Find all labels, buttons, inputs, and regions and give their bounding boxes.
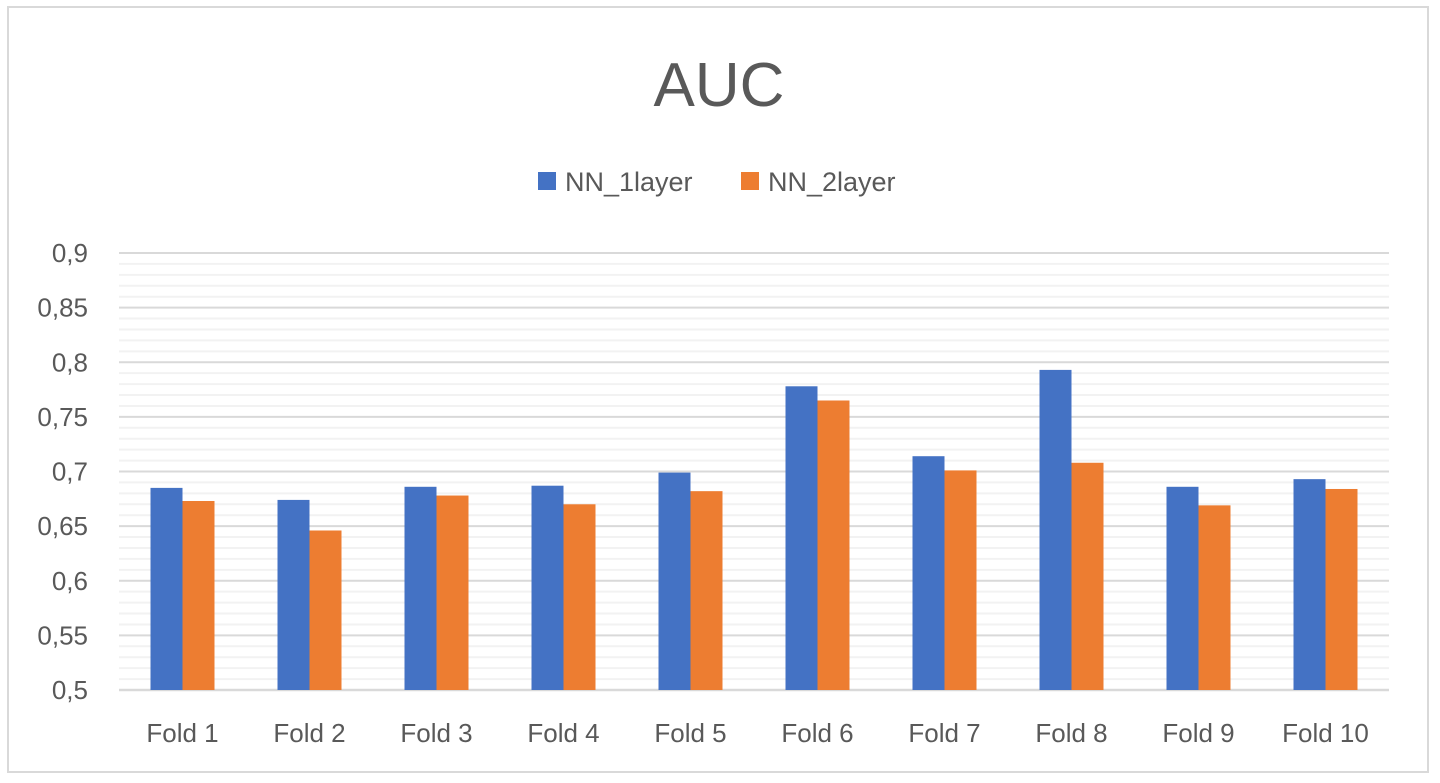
bar-nn-1layer-fold-5 xyxy=(658,472,691,690)
bar-nn-2layer-fold-10 xyxy=(1325,488,1358,690)
legend-swatch-nn-2layer xyxy=(741,172,759,190)
y-tick-label: 0,5 xyxy=(52,675,88,705)
bar-nn-1layer-fold-6 xyxy=(785,386,818,690)
bar-nn-2layer-fold-8 xyxy=(1071,462,1104,690)
bar-nn-1layer-fold-10 xyxy=(1293,479,1326,690)
x-tick-label: Fold 6 xyxy=(781,718,853,748)
x-axis-tick-labels: Fold 1 Fold 2 Fold 3 Fold 4 Fold 5 Fold 6 Fold… xyxy=(146,718,1369,748)
bars xyxy=(150,369,1358,690)
bar-nn-1layer-fold-1 xyxy=(150,487,183,690)
y-tick-label: 0,65 xyxy=(37,511,88,541)
x-tick-label: Fold 7 xyxy=(908,718,980,748)
chart-title: AUC xyxy=(654,51,785,120)
y-tick-label: 0,85 xyxy=(37,293,88,323)
x-tick-label: Fold 3 xyxy=(400,718,472,748)
x-tick-label: Fold 9 xyxy=(1162,718,1234,748)
bar-nn-2layer-fold-1 xyxy=(182,500,215,690)
y-tick-label: 0,7 xyxy=(52,457,88,487)
bar-nn-2layer-fold-5 xyxy=(690,491,723,690)
y-tick-label: 0,8 xyxy=(52,347,88,377)
bar-nn-1layer-fold-2 xyxy=(277,499,310,690)
bar-nn-2layer-fold-3 xyxy=(436,495,469,690)
y-axis-tick-labels: 0,5 0,55 0,6 0,65 0,7 0,75 0,8 0,85 0,9 xyxy=(37,238,88,705)
legend-swatch-nn-1layer xyxy=(538,172,556,190)
bar-nn-2layer-fold-7 xyxy=(944,470,977,690)
y-tick-label: 0,9 xyxy=(52,238,88,268)
x-tick-label: Fold 1 xyxy=(146,718,218,748)
bar-nn-2layer-fold-9 xyxy=(1198,505,1231,690)
bar-nn-1layer-fold-9 xyxy=(1166,486,1199,690)
legend-label-nn-2layer: NN_2layer xyxy=(768,167,896,197)
y-tick-label: 0,6 xyxy=(52,566,88,596)
y-tick-label: 0,75 xyxy=(37,402,88,432)
x-tick-label: Fold 5 xyxy=(654,718,726,748)
x-tick-label: Fold 2 xyxy=(273,718,345,748)
bar-nn-2layer-fold-6 xyxy=(817,400,850,690)
legend-label-nn-1layer: NN_1layer xyxy=(565,167,693,197)
x-tick-label: Fold 4 xyxy=(527,718,599,748)
x-tick-label: Fold 10 xyxy=(1282,718,1369,748)
bar-nn-1layer-fold-8 xyxy=(1039,369,1072,690)
bar-nn-1layer-fold-7 xyxy=(912,456,945,690)
bar-nn-2layer-fold-4 xyxy=(563,504,596,690)
y-tick-label: 0,55 xyxy=(37,620,88,650)
bar-nn-1layer-fold-4 xyxy=(531,485,564,690)
x-tick-label: Fold 8 xyxy=(1035,718,1107,748)
bar-nn-1layer-fold-3 xyxy=(404,486,437,690)
bar-nn-2layer-fold-2 xyxy=(309,530,342,690)
legend: NN_1layer NN_2layer xyxy=(538,167,896,197)
